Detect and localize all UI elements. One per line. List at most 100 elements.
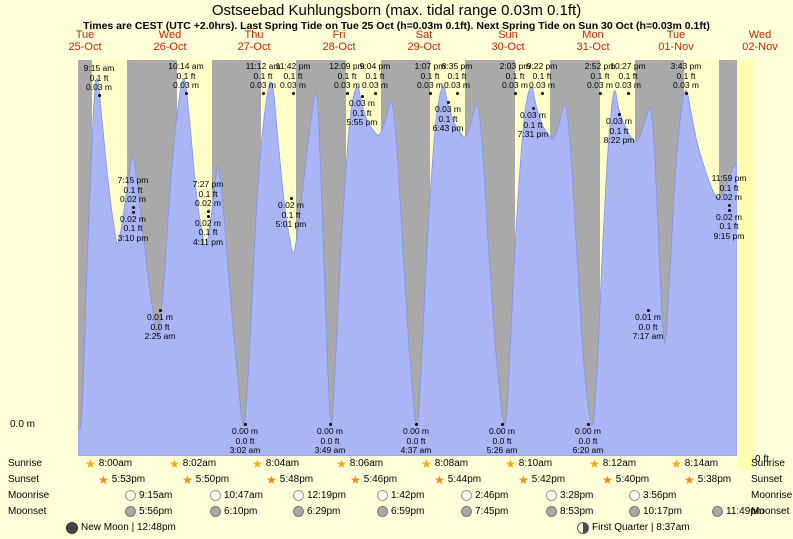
moon-rise-icon bbox=[125, 490, 136, 501]
moonset-time: 6:10pm bbox=[224, 506, 258, 517]
moonrise-entry: 3:28pm bbox=[546, 489, 593, 502]
new-moon-icon bbox=[66, 521, 78, 534]
y-axis-label-meters: 0.0 m bbox=[10, 419, 36, 430]
day-label-date: 29-Oct bbox=[407, 41, 441, 53]
tide-annotation: 0.02 m 0.1 ft 5:01 pm bbox=[259, 196, 323, 230]
annotation-line: 0.03 m bbox=[444, 80, 470, 90]
sunset-entry: ★ 5:44pm bbox=[434, 473, 481, 486]
moon-set-icon bbox=[125, 506, 136, 517]
star-sunset-icon: ★ bbox=[350, 472, 361, 487]
data-point-dot bbox=[425, 91, 489, 96]
moon-phase: New Moon | 12:48pm bbox=[66, 521, 176, 534]
data-point-dot bbox=[510, 91, 574, 96]
day-label-dow: Wed bbox=[158, 29, 182, 41]
y-axis-label-feet: 0 ft bbox=[755, 454, 769, 465]
sunset-entry: ★ 5:42pm bbox=[518, 473, 565, 486]
moonset-time: 8:53pm bbox=[560, 506, 594, 517]
annotation-line: 0.03 m bbox=[86, 82, 112, 92]
row-label-sunrise-right: Sunrise bbox=[751, 458, 785, 469]
moon-set-icon bbox=[629, 506, 640, 517]
day-label-date: 25-Oct bbox=[68, 41, 102, 53]
annotation-line: 0.1 ft bbox=[676, 70, 696, 81]
annotation-line: 0.03 m bbox=[673, 80, 699, 90]
moonset-time: 10:17pm bbox=[643, 506, 682, 517]
annotation-line: 3:02 am bbox=[229, 445, 261, 455]
annotation-line: 0.1 ft bbox=[590, 70, 610, 81]
star-sunset-icon: ★ bbox=[182, 472, 193, 487]
day-label-dow: Thu bbox=[244, 29, 264, 41]
sunset-time: 5:53pm bbox=[111, 474, 146, 485]
tide-annotation: 0.00 m 0.0 ft 3:02 am bbox=[213, 422, 277, 456]
day-label-dow: Mon bbox=[582, 29, 604, 41]
moon-rise-icon bbox=[629, 490, 640, 501]
sunrise-entry: ★ 8:10am bbox=[505, 457, 552, 470]
annotation-line: 10:14 am bbox=[168, 61, 204, 71]
moonrise-entry: 12:19pm bbox=[293, 489, 346, 502]
annotation-line: 5:55 pm bbox=[346, 117, 378, 127]
moonset-entry: 6:10pm bbox=[210, 505, 257, 518]
dot bbox=[131, 205, 135, 209]
annotation-line: 2:25 am bbox=[144, 331, 176, 341]
moon-rise-icon bbox=[293, 490, 304, 501]
daylight-band bbox=[177, 60, 212, 456]
sunrise-entry: ★ 8:02am bbox=[169, 457, 216, 470]
sunset-entry: ★ 5:38pm bbox=[684, 473, 731, 486]
sunset-entry: ★ 5:40pm bbox=[602, 473, 649, 486]
annotation-line: 0.1 ft bbox=[253, 70, 273, 81]
dot bbox=[684, 91, 688, 95]
row-label-sunset-right: Sunset bbox=[751, 474, 783, 485]
dot bbox=[540, 91, 544, 95]
moonrise-time: 12:19pm bbox=[307, 490, 346, 501]
moonset-entry: 6:29pm bbox=[293, 505, 340, 518]
star-sunset-icon: ★ bbox=[518, 472, 529, 487]
sunrise-entry: ★ 8:14am bbox=[671, 457, 718, 470]
dot bbox=[455, 91, 459, 95]
annotation-line: 5:01 pm bbox=[275, 219, 307, 229]
annotation-line: 9:04 pm bbox=[359, 61, 391, 71]
annotation-line: 3:10 pm bbox=[117, 232, 149, 243]
dot bbox=[727, 203, 731, 207]
day-label-dow: Tue bbox=[666, 29, 686, 41]
annotation-line: 0.1 ft bbox=[532, 70, 552, 81]
moonset-time: 5:56pm bbox=[139, 506, 173, 517]
annotation-line: 7:31 pm bbox=[517, 129, 549, 139]
day-label-date: 26-Oct bbox=[153, 41, 187, 53]
sunrise-time: 8:02am bbox=[182, 458, 217, 469]
sunrise-time: 8:06am bbox=[349, 458, 384, 469]
daylight-band bbox=[261, 60, 296, 456]
day-label-dow: Sat bbox=[415, 29, 433, 41]
tide-annotation: 7:15 pm 0.1 ft 0.02 m 0.02 m 0.1 ft 3:10 pm bbox=[101, 175, 165, 243]
dot bbox=[206, 209, 210, 213]
daylight-band bbox=[92, 60, 127, 456]
tide-annotation: 11:59 pm 0.1 ft 0.02 m 0.02 m 0.1 ft 9:15 pm bbox=[697, 173, 761, 241]
annotation-line: 9:15 pm bbox=[713, 230, 745, 241]
moonrise-entry: 1:42pm bbox=[377, 489, 424, 502]
star-sunrise-icon: ★ bbox=[169, 456, 180, 471]
annotation-line: 9:15 am bbox=[83, 63, 115, 73]
star-sunset-icon: ★ bbox=[98, 472, 109, 487]
day-label-dow: Wed bbox=[748, 29, 772, 41]
star-sunset-icon: ★ bbox=[434, 472, 445, 487]
day-label-30-Oct: Sun 30-Oct bbox=[478, 29, 538, 53]
moonrise-time: 10:47am bbox=[224, 490, 263, 501]
annotation-line: 0.1 ft bbox=[89, 72, 109, 83]
sunset-entry: ★ 5:48pm bbox=[266, 473, 313, 486]
annotation-line: 4:11 pm bbox=[192, 236, 224, 247]
dot bbox=[626, 91, 630, 95]
annotation-line: 0.1 ft bbox=[176, 70, 196, 81]
moon-phase: First Quarter | 8:37am bbox=[577, 521, 690, 534]
star-sunset-icon: ★ bbox=[602, 472, 613, 487]
row-label-moonrise-right: Moonrise bbox=[751, 490, 793, 501]
annotation-line: 0.1 ft bbox=[283, 70, 303, 81]
annotation-line: 11:12 am bbox=[245, 61, 281, 71]
day-label-date: 02-Nov bbox=[742, 41, 778, 53]
sunrise-entry: ★ 8:00am bbox=[85, 457, 132, 470]
annotation-line: 0.02 m bbox=[120, 194, 146, 204]
tide-annotation: 10:27 pm 0.1 ft 0.03 m bbox=[596, 61, 660, 96]
daylight-band bbox=[684, 60, 719, 456]
sunrise-entry: ★ 8:08am bbox=[421, 457, 468, 470]
tide-annotation: 0.00 m 0.0 ft 6:20 am bbox=[556, 422, 620, 456]
sunrise-time: 8:14am bbox=[684, 458, 719, 469]
tide-annotation: 10:14 am 0.1 ft 0.03 m bbox=[154, 61, 218, 96]
